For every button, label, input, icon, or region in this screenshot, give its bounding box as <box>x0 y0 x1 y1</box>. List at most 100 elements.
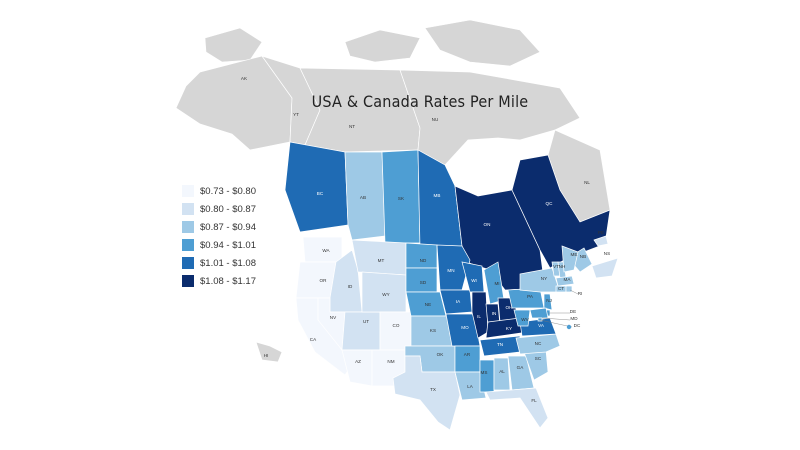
region-label-wa: WA <box>322 248 330 253</box>
region-label-nc: NC <box>535 341 542 346</box>
region-label-nu: NU <box>432 117 439 122</box>
region-label-ny: NY <box>541 276 547 281</box>
region-label-nb: NB <box>580 254 586 259</box>
region-ri <box>565 285 573 293</box>
landmass <box>204 27 263 63</box>
legend-swatch <box>182 275 194 287</box>
region-label-ct: CT <box>558 286 564 291</box>
region-label-ma: MA <box>564 277 572 282</box>
region-label-nd: ND <box>420 258 427 263</box>
region-label-me: ME <box>571 252 578 257</box>
region-ms <box>479 359 495 393</box>
region-label-dc: DC <box>574 323 581 328</box>
region-label-nl: NL <box>584 180 590 185</box>
region-ns <box>591 257 619 279</box>
region-label-wi: WI <box>471 278 477 283</box>
region-label-ri: RI <box>578 291 583 296</box>
region-ma <box>555 275 575 287</box>
legend-item: $1.08 - $1.17 <box>182 272 256 290</box>
leader-line-dc <box>539 319 573 328</box>
legend-swatch <box>182 185 194 197</box>
region-label-ks: KS <box>430 328 436 333</box>
region-pe <box>593 235 609 247</box>
region-label-bc: BC <box>317 191 324 196</box>
region-label-de: DE <box>570 309 576 314</box>
region-label-co: CO <box>393 323 400 328</box>
region-label-sd: SD <box>420 280 427 285</box>
dc-marker <box>566 324 572 330</box>
region-label-al: AL <box>499 369 505 374</box>
region-il <box>471 291 489 339</box>
region-label-in: IN <box>492 311 497 316</box>
legend-label: $0.94 - $1.01 <box>200 239 256 251</box>
region-label-ar: AR <box>464 352 471 357</box>
region-md <box>529 307 549 319</box>
leader-line-md <box>541 317 571 321</box>
region-tx <box>392 355 461 431</box>
region-wv <box>513 309 531 327</box>
legend-swatch <box>182 203 194 215</box>
legend-swatch <box>182 239 194 251</box>
legend-item: $0.94 - $1.01 <box>182 236 256 254</box>
region-fl <box>485 387 549 429</box>
region-label-tn: TN <box>497 342 503 347</box>
legend-item: $0.80 - $0.87 <box>182 200 256 218</box>
region-nd <box>405 242 438 269</box>
region-label-az: AZ <box>355 359 361 364</box>
legend-label: $0.87 - $0.94 <box>200 221 256 233</box>
region-label-sc: SC <box>535 356 542 361</box>
region-label-mn: MN <box>447 268 454 273</box>
legend-label: $1.08 - $1.17 <box>200 275 256 287</box>
region-label-pe: PE <box>598 230 604 235</box>
region-al <box>493 357 511 391</box>
region-nj <box>543 293 553 311</box>
region-qc <box>511 154 611 269</box>
legend-swatch <box>182 221 194 233</box>
region-nb <box>567 247 593 273</box>
region-label-id: ID <box>348 284 353 289</box>
region-co <box>379 311 412 351</box>
region-az <box>341 349 373 387</box>
region-la <box>454 371 487 401</box>
region-label-oh: OH <box>506 305 513 310</box>
region-label-ak: AK <box>241 76 248 81</box>
region-label-mb: MB <box>434 193 441 198</box>
region-label-wv: WV <box>521 317 529 322</box>
region-or <box>295 261 337 299</box>
region-label-ga: GA <box>517 365 525 370</box>
legend-item: $0.73 - $0.80 <box>182 182 256 200</box>
legend-label: $1.01 - $1.08 <box>200 257 256 269</box>
region-label-nt: NT <box>349 124 355 129</box>
landmass <box>424 19 541 67</box>
region-dc <box>537 317 543 322</box>
region-label-wy: WY <box>382 292 389 297</box>
region-label-ne: NE <box>425 302 431 307</box>
region-label-pa: PA <box>527 294 534 299</box>
leader-line-ri <box>569 289 579 295</box>
region-label-nm: NM <box>387 359 394 364</box>
landmass <box>344 29 421 63</box>
region-label-ok: OK <box>437 352 445 357</box>
region-label-ca: CA <box>310 337 317 342</box>
region-label-ia: IA <box>456 299 461 304</box>
region-label-fl: FL <box>531 398 537 403</box>
legend-item: $0.87 - $0.94 <box>182 218 256 236</box>
region-label-tx: TX <box>430 387 436 392</box>
region-label-nj: NJ <box>546 298 552 303</box>
region-label-md: MD <box>570 316 578 321</box>
region-label-ky: KY <box>506 326 512 331</box>
region-label-la: LA <box>467 384 474 389</box>
region-label-il: IL <box>477 314 481 319</box>
region-label-va: VA <box>538 323 545 328</box>
region-label-hi: HI <box>264 353 269 358</box>
region-label-on: ON <box>484 222 491 227</box>
region-label-ms: MS <box>481 370 488 375</box>
region-label-mo: MO <box>461 325 469 330</box>
region-label-sk: SK <box>398 196 405 201</box>
map-legend: $0.73 - $0.80 $0.80 - $0.87 $0.87 - $0.9… <box>182 182 256 290</box>
region-label-ab: AB <box>360 195 366 200</box>
region-bc <box>284 141 349 233</box>
region-ar <box>454 345 481 373</box>
region-label-mi: MI <box>494 281 499 286</box>
